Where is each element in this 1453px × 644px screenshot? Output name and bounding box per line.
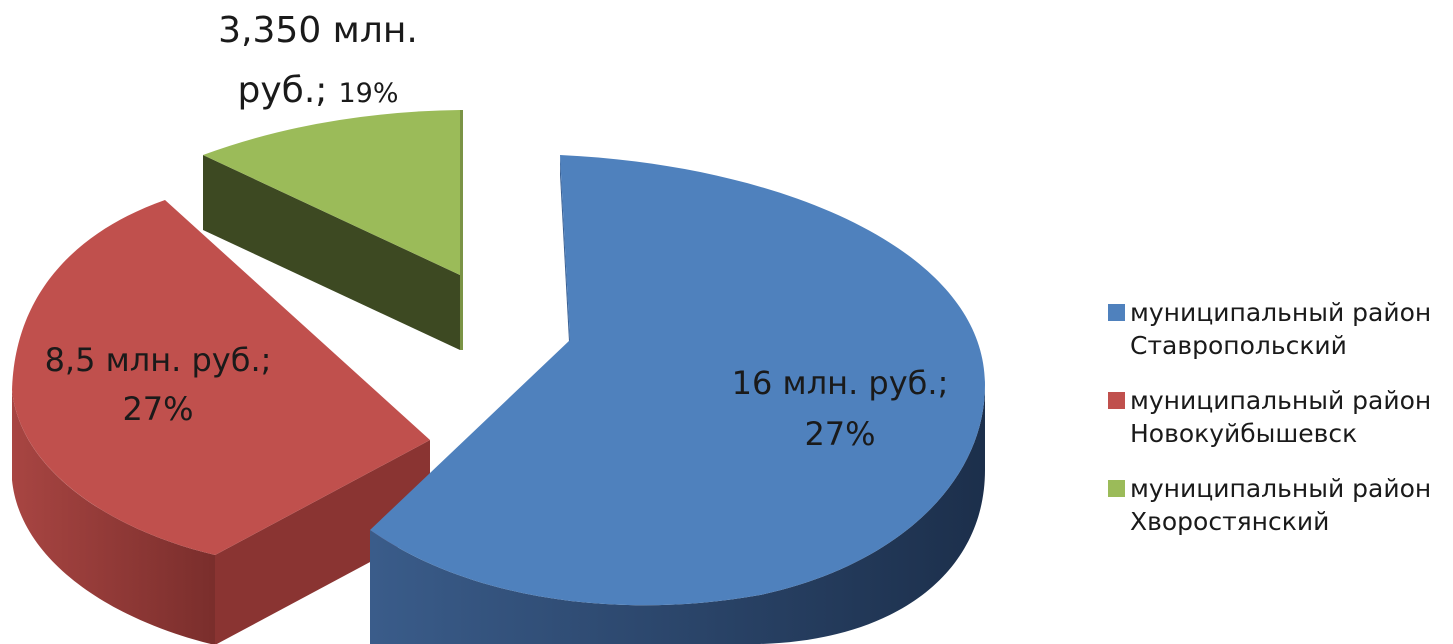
legend-item-novokuybyshevsk: муниципальный район Новокуйбышевск bbox=[1108, 384, 1453, 450]
label-hvorostyanskiy-percent: руб.; 19% bbox=[237, 70, 398, 111]
legend-label-line2: Хворостянский bbox=[1130, 507, 1330, 536]
slice-novokuybyshevsk-side bbox=[12, 390, 215, 644]
legend-swatch-blue bbox=[1108, 304, 1125, 321]
slice-novokuybyshevsk-top bbox=[12, 200, 430, 555]
legend-label-line1: муниципальный район bbox=[1130, 298, 1432, 327]
slice-stavropolskiy-top bbox=[370, 155, 985, 606]
legend-swatch-red bbox=[1108, 392, 1125, 409]
slice-stavropolskiy bbox=[370, 155, 985, 644]
label-stavropolskiy-percent: 27% bbox=[804, 415, 875, 453]
pie-chart: 3,350 млн. руб.; 19% 8,5 млн. руб.; 27% … bbox=[12, 10, 985, 644]
slice-stavropolskiy-side bbox=[370, 385, 985, 644]
slice-novokuybyshevsk-cut bbox=[215, 440, 430, 644]
legend-item-hvorostyanskiy: муниципальный район Хворостянский bbox=[1108, 472, 1453, 538]
slice-stavropolskiy-edge bbox=[560, 155, 570, 360]
legend-label-line2: Ставропольский bbox=[1130, 331, 1347, 360]
legend-swatch-green bbox=[1108, 480, 1125, 497]
label-hvorostyanskiy-value-2: руб.; bbox=[237, 70, 327, 111]
label-hvorostyanskiy-value: 3,350 млн. bbox=[218, 10, 418, 51]
slice-novokuybyshevsk bbox=[12, 200, 430, 644]
slice-hvorostyanskiy-side bbox=[203, 155, 460, 350]
slice-hvorostyanskiy-edge bbox=[460, 110, 463, 350]
chart-legend: муниципальный район Ставропольский муниц… bbox=[1108, 296, 1453, 560]
legend-label-line2: Новокуйбышевск bbox=[1130, 419, 1358, 448]
legend-item-stavropolskiy: муниципальный район Ставропольский bbox=[1108, 296, 1453, 362]
slice-hvorostyanskiy bbox=[203, 110, 463, 350]
label-stavropolskiy-value: 16 млн. руб.; bbox=[732, 364, 949, 402]
label-hvorostyanskiy-pct: 19% bbox=[339, 78, 399, 109]
legend-label-line1: муниципальный район bbox=[1130, 386, 1432, 415]
label-novokuybyshevsk-percent: 27% bbox=[122, 390, 193, 428]
slice-hvorostyanskiy-top bbox=[203, 110, 460, 275]
legend-label-line1: муниципальный район bbox=[1130, 474, 1432, 503]
label-novokuybyshevsk-value: 8,5 млн. руб.; bbox=[45, 341, 272, 379]
